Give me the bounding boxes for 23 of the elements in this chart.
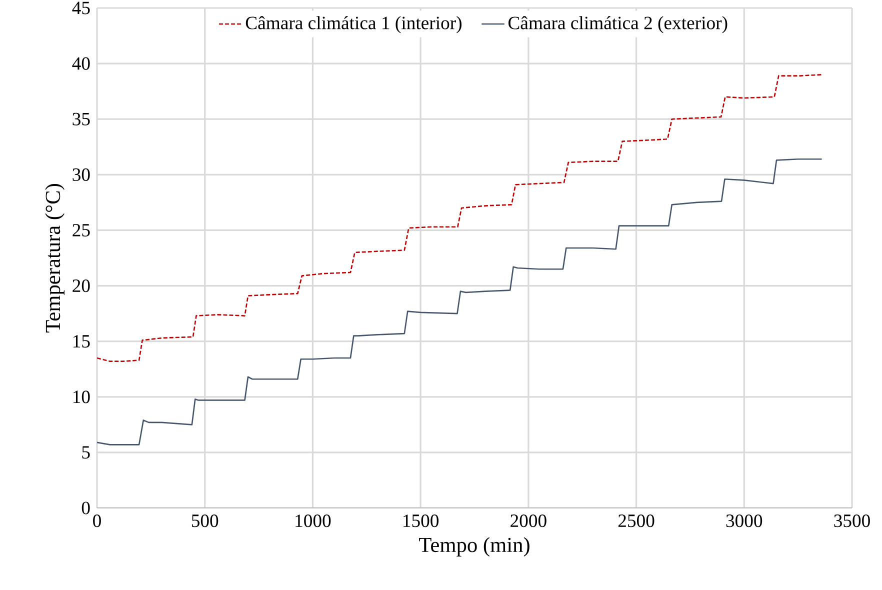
- y-axis-title: Temperatura (°C): [45, 184, 64, 333]
- x-tick-label: 500: [192, 514, 218, 528]
- x-tick-label: 2500: [618, 514, 654, 528]
- legend-label: Câmara climática 1 (interior): [246, 16, 462, 34]
- x-tick-label: 2000: [510, 514, 546, 528]
- x-tick-label: 3500: [834, 514, 870, 528]
- y-tick-label: 20: [72, 279, 90, 292]
- y-tick-label: 25: [72, 224, 90, 236]
- line-series: [97, 74, 822, 362]
- y-tick-label: 10: [73, 390, 90, 404]
- y-tick-label: 5: [82, 446, 90, 459]
- y-tick-label: 15: [73, 335, 90, 348]
- legend-label: Câmara climática 2 (exterior): [508, 16, 728, 34]
- y-tick-label: 0: [82, 502, 90, 514]
- y-tick-label: 45: [72, 2, 90, 14]
- x-tick-label: 1500: [404, 514, 439, 528]
- x-axis-title: Tempo (min): [419, 537, 530, 556]
- y-tick-label: 30: [72, 168, 90, 181]
- x-tick-label: 1000: [296, 514, 331, 528]
- x-tick-label: 3000: [726, 514, 762, 528]
- x-tick-label: 0: [93, 514, 101, 528]
- y-tick-label: 35: [72, 112, 90, 126]
- y-tick-label: 40: [72, 57, 90, 70]
